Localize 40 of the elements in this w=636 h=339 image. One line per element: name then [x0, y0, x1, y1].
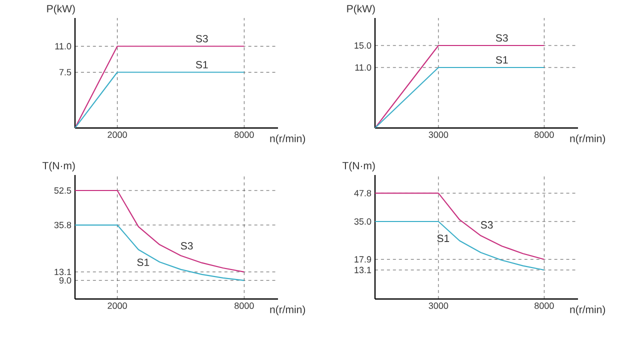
y-axis-title: T(N·m)	[42, 162, 75, 172]
x-tick-label: 3000	[428, 302, 448, 309]
y-tick-label: 52.5	[54, 187, 72, 194]
y-tick-label: 47.8	[354, 190, 372, 196]
y-tick-label: 15.0	[354, 42, 372, 49]
y-tick-label: 17.9	[354, 256, 372, 263]
x-tick-label: 3000	[428, 132, 448, 138]
series-label: S1	[137, 258, 150, 266]
line-series	[75, 190, 245, 272]
x-tick-label: 2000	[108, 302, 127, 309]
series-label: S3	[196, 34, 208, 42]
x-tick-label: 8000	[534, 302, 554, 309]
series-label: S3	[180, 242, 193, 250]
x-axis-title: n(r/min)	[270, 134, 306, 144]
y-tick-label: 35.0	[354, 218, 372, 225]
y-tick-label: 11.0	[355, 64, 372, 71]
y-axis-title: T(N·m)	[342, 162, 375, 172]
x-axis-title: n(r/min)	[570, 306, 606, 316]
x-tick-label: 8000	[234, 132, 254, 138]
line-series	[375, 192, 545, 260]
series-label: S1	[437, 234, 450, 242]
series-label: S1	[196, 60, 208, 68]
line-series	[375, 220, 545, 271]
y-tick-label: 13.1	[354, 266, 372, 274]
series-label: S3	[480, 221, 493, 229]
x-axis-title: n(r/min)	[570, 134, 606, 144]
y-axis-title: P(kW)	[47, 4, 75, 14]
x-tick-label: 8000	[534, 132, 554, 138]
x-tick-label: 8000	[234, 302, 254, 309]
y-tick-label: 35.8	[54, 222, 72, 228]
y-tick-label: 13.1	[54, 268, 72, 276]
series-label: S3	[496, 34, 508, 42]
x-axis-title: n(r/min)	[270, 306, 306, 316]
y-tick-label: 9.0	[59, 277, 72, 284]
series-label: S1	[496, 56, 508, 64]
line-series	[75, 224, 245, 281]
y-tick-label: 7.5	[59, 69, 72, 76]
x-tick-label: 2000	[108, 132, 127, 138]
y-axis-title: P(kW)	[347, 4, 375, 14]
y-tick-label: 11.0	[55, 43, 72, 50]
